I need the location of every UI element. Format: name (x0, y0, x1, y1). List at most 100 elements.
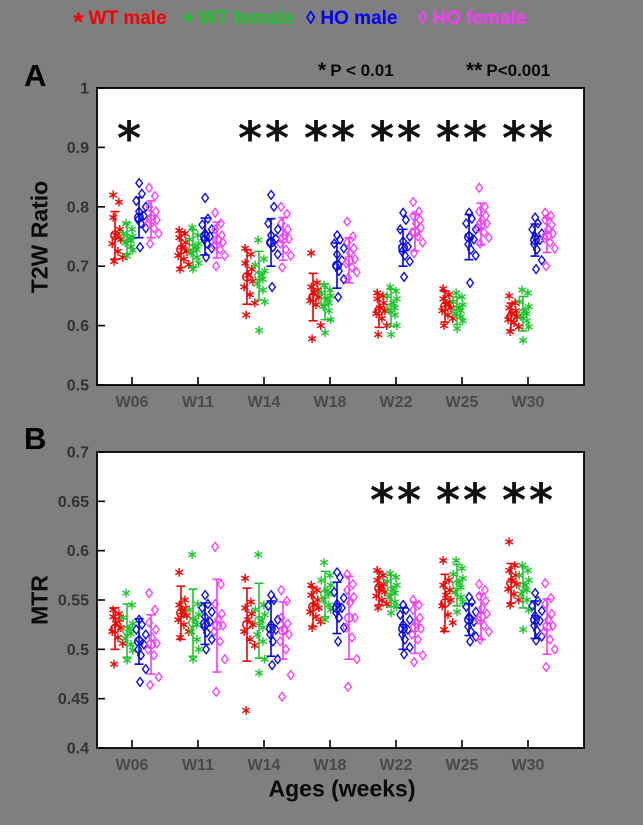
data-point-diamond (201, 251, 211, 263)
series-ho-female (144, 182, 559, 284)
data-point-diamond (283, 223, 292, 235)
data-point-diamond (546, 210, 556, 222)
data-point-diamond (531, 587, 540, 599)
data-point-diamond (145, 238, 155, 250)
significance-marker: * (117, 112, 141, 166)
data-point-asterisk (187, 550, 197, 560)
data-point-diamond (343, 568, 352, 580)
data-point-diamond (480, 201, 490, 213)
mean-marker (188, 243, 198, 254)
data-point-diamond (145, 182, 154, 194)
data-point-diamond (269, 201, 279, 213)
data-point-asterisk (378, 570, 388, 580)
mean-marker (398, 242, 408, 253)
data-point-asterisk (456, 592, 466, 602)
significance-marker: * (529, 112, 553, 166)
x-tick-label: W11 (182, 394, 214, 411)
data-point-diamond (550, 242, 559, 254)
data-point-diamond (337, 602, 346, 614)
data-point-asterisk (317, 288, 326, 298)
data-point-diamond (267, 281, 277, 293)
data-point-asterisk (383, 576, 392, 586)
data-point-diamond (531, 263, 541, 275)
data-point-diamond (203, 213, 213, 225)
data-point-asterisk (458, 316, 467, 326)
legend-label: HO female (432, 8, 527, 29)
data-point-diamond (403, 624, 412, 636)
legend-label: WT male (88, 8, 167, 29)
data-point-diamond (141, 201, 150, 213)
data-point-diamond (273, 223, 282, 235)
x-tick-label: W30 (512, 757, 545, 774)
mean-marker (530, 235, 540, 246)
data-point-asterisk (515, 297, 524, 307)
series-wt-female (119, 550, 533, 678)
data-point-asterisk (253, 550, 263, 560)
mean-marker (332, 602, 342, 613)
mean-marker (146, 639, 156, 650)
data-point-diamond (205, 231, 214, 242)
data-point-diamond (147, 210, 157, 222)
mean-marker (308, 292, 318, 303)
data-point-asterisk (504, 537, 514, 547)
data-point-diamond (145, 587, 154, 599)
data-point-diamond (207, 606, 216, 618)
diamond-marker-icon: ◊ (306, 8, 316, 29)
data-point-diamond (399, 648, 409, 660)
data-point-diamond (211, 686, 221, 698)
data-point-asterisk (174, 567, 184, 577)
data-point-diamond (141, 663, 150, 675)
pvalue-note-2: ** P<0.001 (466, 59, 550, 83)
significance-marker: * (265, 112, 289, 166)
data-point-diamond (416, 222, 425, 234)
pvalue-text: P<0.001 (486, 61, 551, 80)
mean-marker (542, 621, 552, 632)
data-point-asterisk (114, 197, 124, 207)
data-point-diamond (279, 229, 289, 241)
data-point-diamond (345, 597, 355, 609)
mean-marker (254, 615, 264, 626)
mean-marker (476, 219, 486, 229)
mean-marker (518, 582, 528, 593)
x-tick-label: W30 (512, 394, 545, 411)
data-point-asterisk (317, 575, 326, 585)
data-point-asterisk (259, 254, 269, 264)
mean-marker (212, 620, 222, 631)
data-point-asterisk (392, 580, 401, 590)
data-point-asterisk (504, 291, 514, 301)
data-point-diamond (267, 189, 276, 201)
data-point-asterisk (523, 566, 533, 575)
data-point-diamond (137, 188, 147, 200)
mean-marker (254, 270, 264, 281)
data-point-diamond (273, 614, 282, 626)
data-point-diamond (471, 250, 480, 261)
data-point-diamond (533, 595, 543, 607)
series-wt-male (108, 537, 523, 715)
series-ho-male (132, 566, 546, 688)
data-point-asterisk (185, 235, 194, 244)
y-tick-label: 0.5 (67, 378, 89, 395)
data-point-asterisk (126, 640, 136, 649)
data-point-diamond (541, 661, 551, 673)
data-point-asterisk (246, 597, 256, 607)
mean-marker (188, 617, 198, 628)
data-point-asterisk (192, 635, 202, 644)
data-point-diamond (471, 631, 480, 642)
data-point-diamond (405, 255, 414, 267)
mean-marker (410, 622, 420, 633)
data-point-diamond (352, 653, 361, 665)
plot-area (97, 452, 584, 748)
data-point-diamond (154, 671, 163, 683)
data-point-diamond (339, 592, 348, 604)
data-point-diamond (286, 669, 295, 681)
data-point-asterisk (524, 302, 533, 311)
data-point-asterisk (250, 640, 259, 650)
data-point-diamond (147, 632, 157, 643)
data-point-diamond (482, 608, 491, 620)
data-point-asterisk (128, 245, 137, 255)
significance-symbol: ** (466, 59, 483, 82)
data-point-diamond (277, 584, 286, 596)
y-tick-label: 0.6 (67, 543, 89, 560)
data-point-diamond (418, 236, 427, 248)
data-point-diamond (207, 633, 216, 645)
